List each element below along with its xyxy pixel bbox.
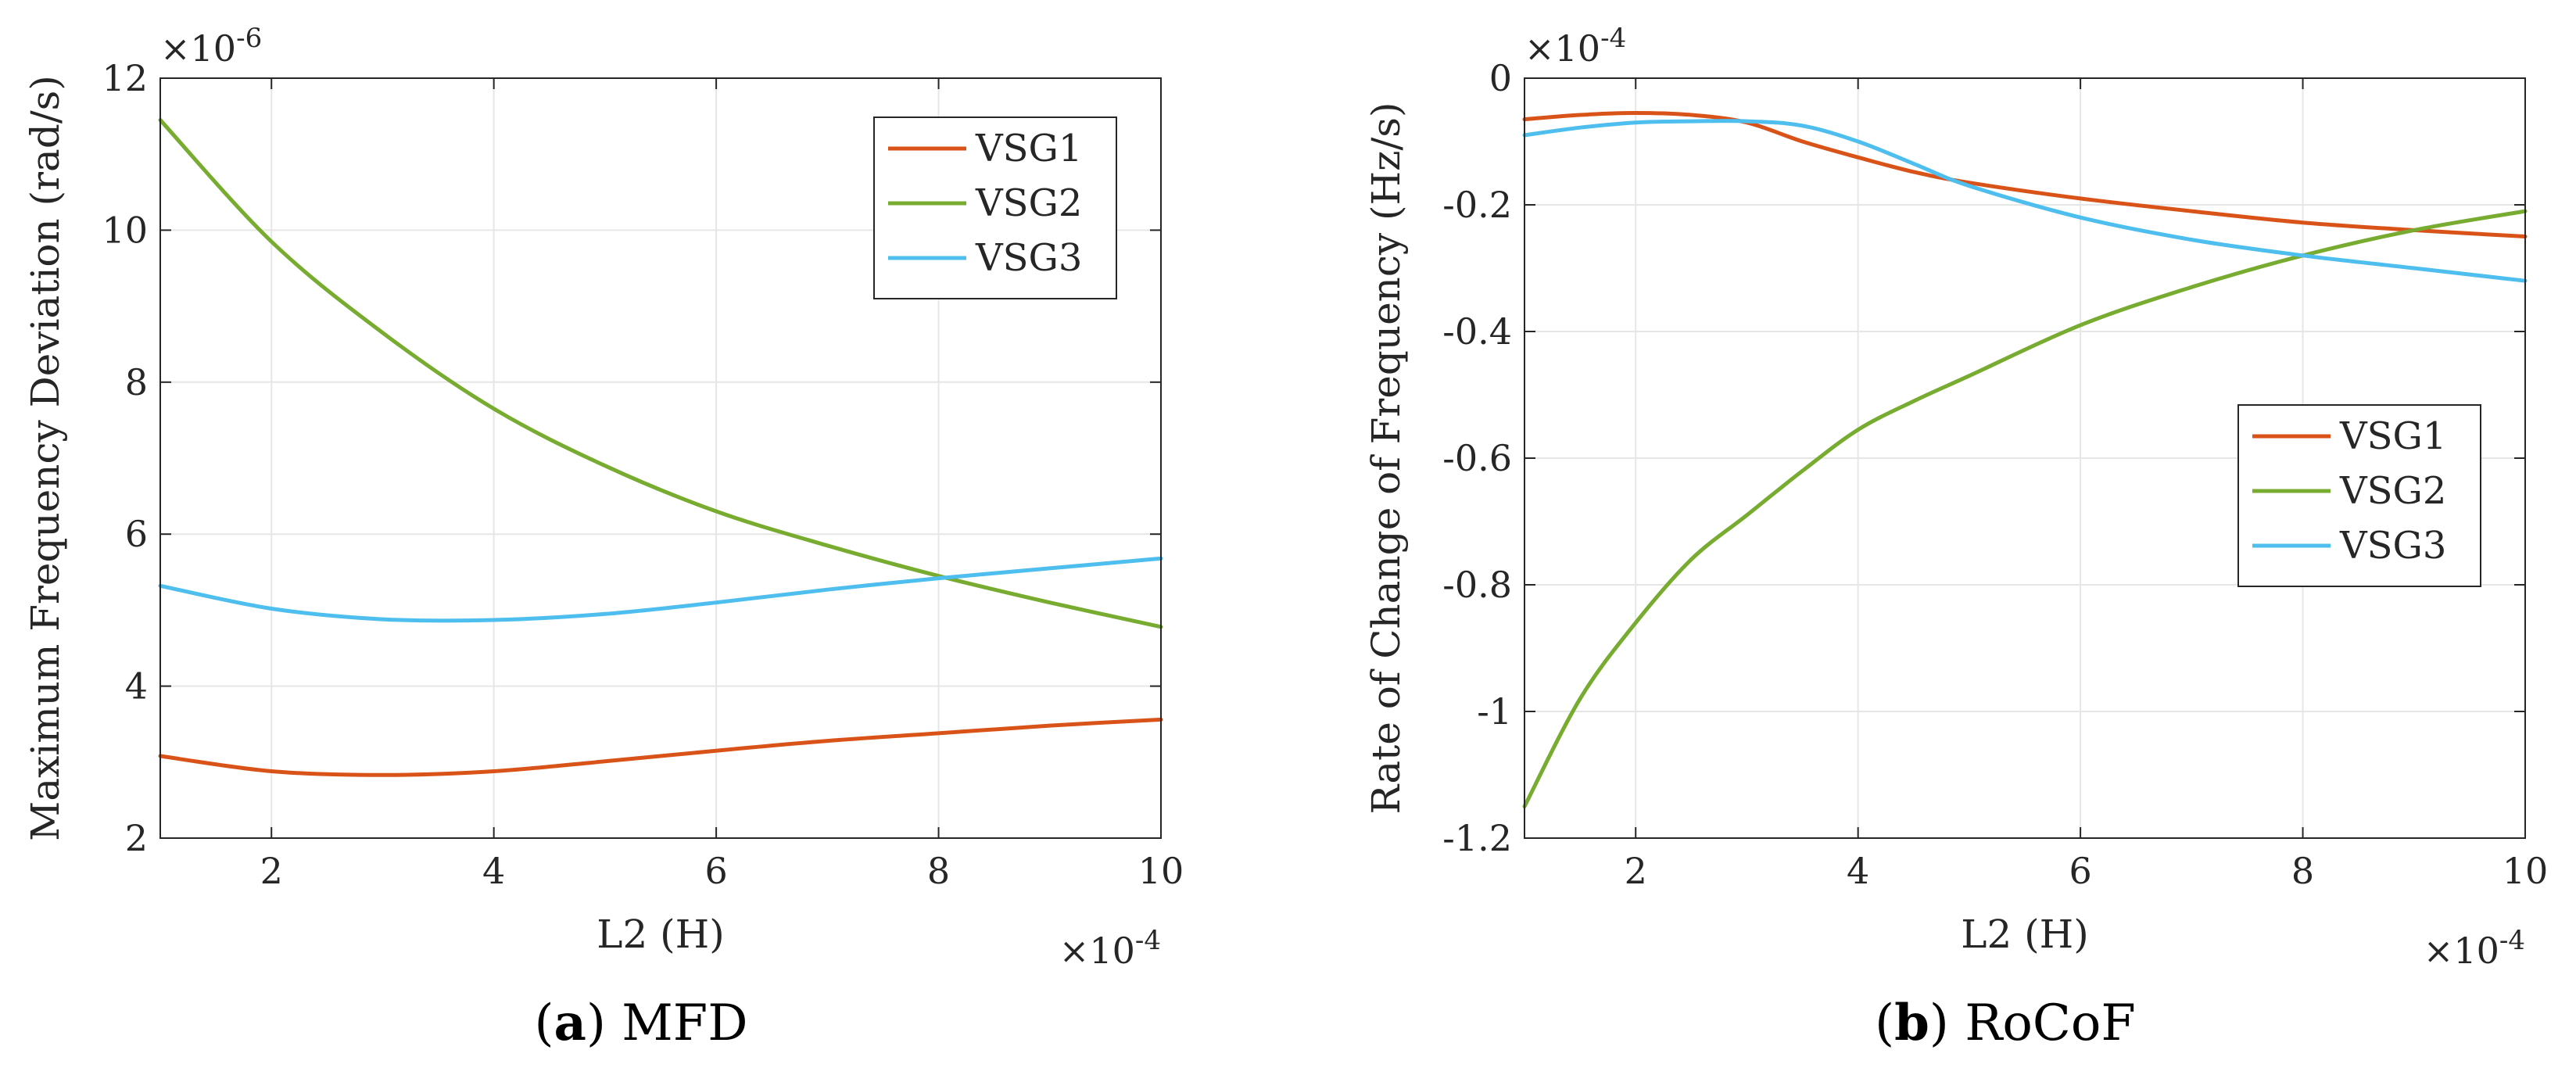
series-line-vsg1 bbox=[158, 717, 1163, 777]
y-tick-label: -0.4 bbox=[1442, 310, 1512, 353]
y-tick-label: 10 bbox=[102, 209, 148, 251]
panel-a-y-axis-label: Maximum Frequency Deviation (rad/s) bbox=[23, 75, 68, 841]
panel-a-ticks: 2 4 6 8 10 2 4 6 8 10 12 bbox=[102, 57, 1184, 892]
legend-label-vsg1: VSG1 bbox=[975, 127, 1082, 170]
panel-a-caption: (a) MFD bbox=[535, 994, 748, 1052]
panel-a-legend: VSG1 VSG2 VSG3 bbox=[873, 116, 1117, 299]
y-tick-label: -1.2 bbox=[1442, 817, 1512, 859]
panel-a-mfd-chart: 2 4 6 8 10 2 4 6 8 10 12 ×10-6 ×10-4 L2 (H) Maximu… bbox=[23, 23, 1184, 1052]
panel-a-axes-box bbox=[159, 77, 1162, 839]
panel-a-y-multiplier: ×10-6 bbox=[160, 23, 262, 70]
legend-label-vsg3: VSG3 bbox=[2339, 524, 2446, 568]
x-tick-label: 6 bbox=[2069, 850, 2091, 892]
panel-b-caption: (b) RoCoF bbox=[1875, 994, 2136, 1052]
x-tick-label: 6 bbox=[704, 850, 727, 892]
x-tick-label: 4 bbox=[482, 850, 505, 892]
y-tick-label: 6 bbox=[125, 513, 148, 555]
x-tick-label: 8 bbox=[927, 850, 950, 892]
x-tick-label: 10 bbox=[1138, 850, 1184, 892]
panel-a-x-axis-label: L2 (H) bbox=[597, 912, 725, 957]
panel-b-x-axis-label: L2 (H) bbox=[1961, 912, 2089, 957]
series-line-vsg2 bbox=[158, 118, 1163, 629]
x-tick-label: 4 bbox=[1847, 850, 1869, 892]
panel-a-series bbox=[158, 118, 1163, 777]
series-line-vsg3 bbox=[1522, 119, 2528, 283]
legend-label-vsg2: VSG2 bbox=[975, 181, 1082, 225]
x-tick-label: 2 bbox=[260, 850, 283, 892]
panel-b-legend: VSG1 VSG2 VSG3 bbox=[2237, 404, 2481, 587]
x-tick-label: 8 bbox=[2291, 850, 2314, 892]
panel-b-x-multiplier: ×10-4 bbox=[2424, 925, 2525, 972]
y-tick-label: -0.6 bbox=[1442, 437, 1512, 479]
panel-a-x-multiplier: ×10-4 bbox=[1059, 925, 1161, 972]
x-tick-label: 2 bbox=[1625, 850, 1647, 892]
y-tick-label: -0.8 bbox=[1442, 564, 1512, 606]
panel-b-y-multiplier: ×10-4 bbox=[1524, 23, 1626, 70]
y-tick-label: 2 bbox=[125, 817, 148, 859]
panel-b-rocof-chart: 2 4 6 8 10 0 -0.2 -0.4 -0.6 -0.8 -1 -1.2 ×10-4 ×10-… bbox=[1363, 23, 2548, 1052]
x-tick-label: 10 bbox=[2503, 850, 2549, 892]
legend-label-vsg2: VSG2 bbox=[2339, 469, 2446, 513]
y-tick-label: 4 bbox=[125, 665, 148, 708]
y-tick-label: 0 bbox=[1489, 57, 1512, 99]
panel-b-y-axis-label: Rate of Change of Frequency (Hz/s) bbox=[1363, 102, 1409, 815]
legend-label-vsg1: VSG1 bbox=[2339, 414, 2446, 458]
series-line-vsg1 bbox=[1522, 111, 2528, 238]
y-tick-label: 8 bbox=[125, 361, 148, 403]
panel-b-series bbox=[1522, 111, 2528, 808]
y-tick-label: -1 bbox=[1477, 690, 1512, 733]
legend-label-vsg3: VSG3 bbox=[975, 236, 1082, 280]
panel-b-ticks: 2 4 6 8 10 0 -0.2 -0.4 -0.6 -0.8 -1 -1.2 bbox=[1442, 57, 2548, 892]
y-tick-label: -0.2 bbox=[1442, 184, 1512, 226]
series-line-vsg3 bbox=[158, 556, 1163, 623]
y-tick-label: 12 bbox=[102, 57, 148, 99]
